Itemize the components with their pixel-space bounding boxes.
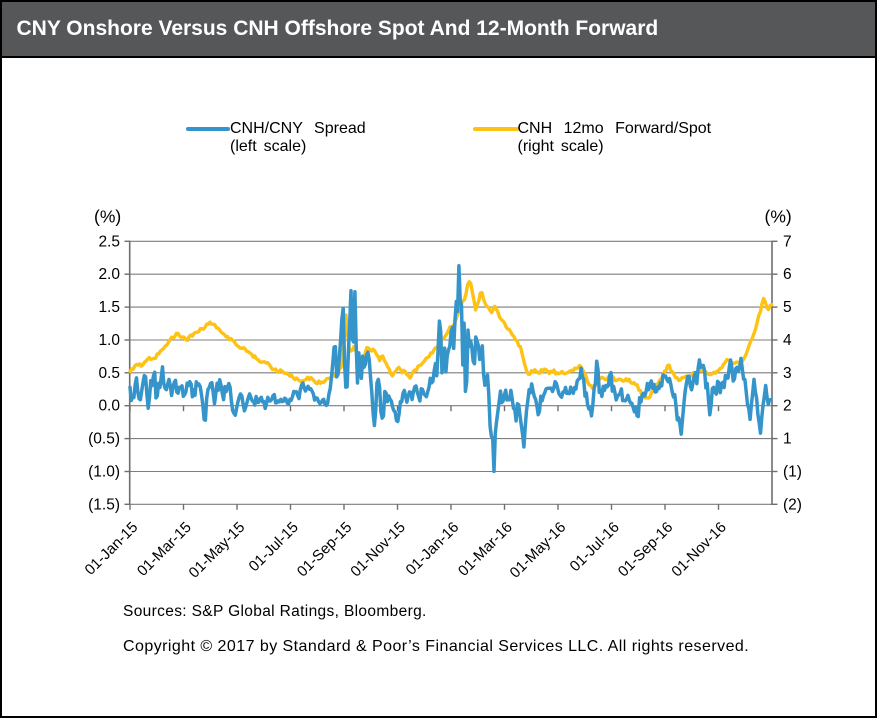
svg-text:01-Jul-16: 01-Jul-16 [567, 519, 623, 575]
svg-text:01-Jan-15: 01-Jan-15 [82, 519, 142, 579]
svg-text:0.5: 0.5 [98, 365, 120, 382]
svg-text:01-May-16: 01-May-16 [507, 519, 570, 582]
svg-text:01-Nov-16: 01-Nov-16 [668, 519, 730, 581]
svg-text:(1.5): (1.5) [88, 496, 120, 513]
svg-text:1.5: 1.5 [98, 299, 120, 316]
svg-text:2.5: 2.5 [98, 233, 120, 250]
svg-text:2: 2 [783, 398, 792, 415]
svg-text:(1.0): (1.0) [88, 464, 120, 481]
svg-text:01-Sep-16: 01-Sep-16 [615, 519, 677, 581]
svg-text:4: 4 [783, 332, 792, 349]
svg-text:2.0: 2.0 [98, 266, 120, 283]
svg-text:6: 6 [783, 266, 792, 283]
svg-text:7: 7 [783, 233, 792, 250]
svg-text:(2): (2) [783, 496, 802, 513]
svg-text:3: 3 [783, 365, 792, 382]
svg-text:(1): (1) [783, 464, 802, 481]
svg-text:01-Nov-15: 01-Nov-15 [347, 519, 409, 581]
svg-text:(%): (%) [765, 207, 792, 227]
svg-text:01-Jan-16: 01-Jan-16 [403, 519, 463, 579]
svg-text:01-May-15: 01-May-15 [186, 519, 249, 582]
svg-text:0.0: 0.0 [98, 398, 120, 415]
svg-text:1.0: 1.0 [98, 332, 120, 349]
svg-text:5: 5 [783, 299, 792, 316]
svg-text:1: 1 [783, 431, 792, 448]
svg-text:01-Jul-15: 01-Jul-15 [246, 519, 302, 575]
svg-text:01-Sep-15: 01-Sep-15 [294, 519, 356, 581]
svg-text:(0.5): (0.5) [88, 431, 120, 448]
svg-text:(%): (%) [94, 207, 121, 227]
